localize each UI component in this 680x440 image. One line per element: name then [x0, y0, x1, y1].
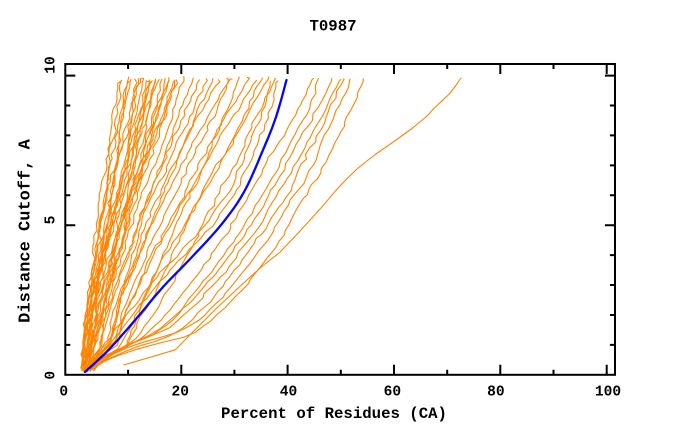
- svg-text:40: 40: [280, 384, 298, 400]
- svg-text:5: 5: [44, 216, 60, 225]
- svg-text:Percent of Residues (CA): Percent of Residues (CA): [221, 405, 447, 423]
- svg-text:Distance Cutoff, A: Distance Cutoff, A: [17, 138, 36, 322]
- svg-text:0: 0: [44, 371, 60, 380]
- svg-text:20: 20: [171, 384, 189, 400]
- svg-text:80: 80: [487, 384, 505, 400]
- svg-text:100: 100: [595, 384, 621, 400]
- svg-text:T0987: T0987: [309, 18, 356, 36]
- svg-text:0: 0: [59, 384, 68, 400]
- svg-text:60: 60: [384, 384, 402, 400]
- svg-text:10: 10: [44, 56, 60, 74]
